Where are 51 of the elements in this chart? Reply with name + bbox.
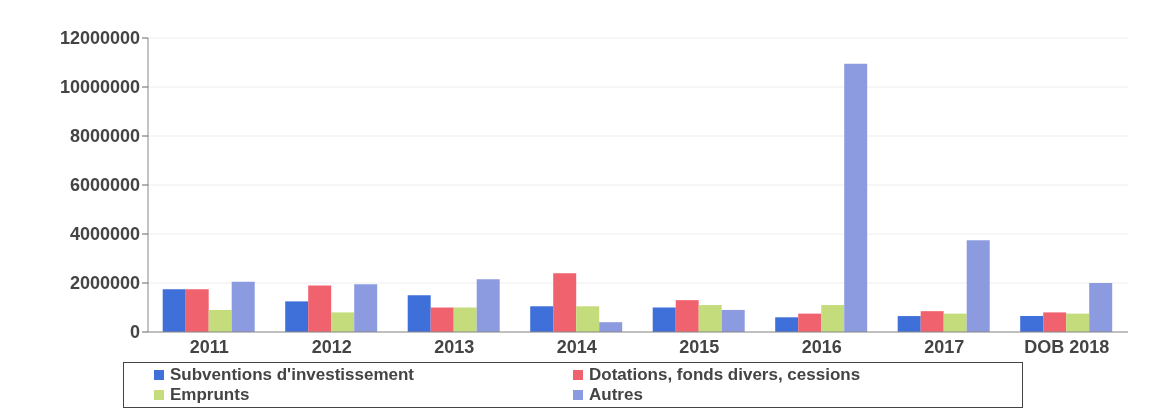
bar <box>1066 313 1090 332</box>
legend-label: Emprunts <box>170 385 250 405</box>
x-tick-label: 2012 <box>311 336 352 357</box>
x-tick-label: 2017 <box>924 336 965 357</box>
bar <box>599 322 623 332</box>
bar <box>231 281 255 332</box>
y-tick-label: 10000000 <box>59 77 140 98</box>
y-tick-label: 12000000 <box>59 28 140 49</box>
bar <box>407 295 431 332</box>
x-tick-label: 2016 <box>801 336 842 357</box>
bar <box>285 301 309 332</box>
y-tick-label: 4000000 <box>69 224 140 245</box>
bar <box>721 309 745 332</box>
legend-label: Dotations, fonds divers, cessions <box>589 365 861 385</box>
bar <box>354 284 378 332</box>
bar <box>821 305 845 332</box>
y-tick-label: 0 <box>129 322 140 343</box>
bar <box>798 313 822 332</box>
bar <box>308 285 332 332</box>
x-tick-label: 2014 <box>556 336 597 357</box>
bar <box>185 289 209 332</box>
y-tick-label: 8000000 <box>69 126 140 147</box>
bar <box>1043 312 1067 332</box>
bar <box>530 306 554 332</box>
bar <box>576 306 600 332</box>
x-tick-label: 2013 <box>434 336 475 357</box>
bar <box>1089 283 1113 332</box>
bar <box>698 305 722 332</box>
bar <box>430 307 454 332</box>
bar <box>162 289 186 332</box>
bar <box>476 279 500 332</box>
x-tick-label: DOB 2018 <box>1024 336 1110 357</box>
bar <box>652 307 676 332</box>
y-tick-label: 2000000 <box>69 273 140 294</box>
bar <box>553 273 577 332</box>
x-tick-label: 2011 <box>189 336 229 357</box>
bar <box>943 313 967 332</box>
bar <box>920 311 944 332</box>
y-tick-label: 6000000 <box>69 175 140 196</box>
bar <box>844 63 868 332</box>
bar <box>675 300 699 332</box>
bar <box>1020 316 1044 332</box>
bar <box>775 317 799 332</box>
bar <box>966 240 990 332</box>
bar <box>453 307 477 332</box>
bar <box>897 316 921 332</box>
bar <box>208 309 232 332</box>
x-tick-label: 2015 <box>679 336 720 357</box>
bar <box>331 312 355 332</box>
legend-label: Autres <box>589 385 643 405</box>
legend-label: Subventions d'investissement <box>170 365 414 385</box>
